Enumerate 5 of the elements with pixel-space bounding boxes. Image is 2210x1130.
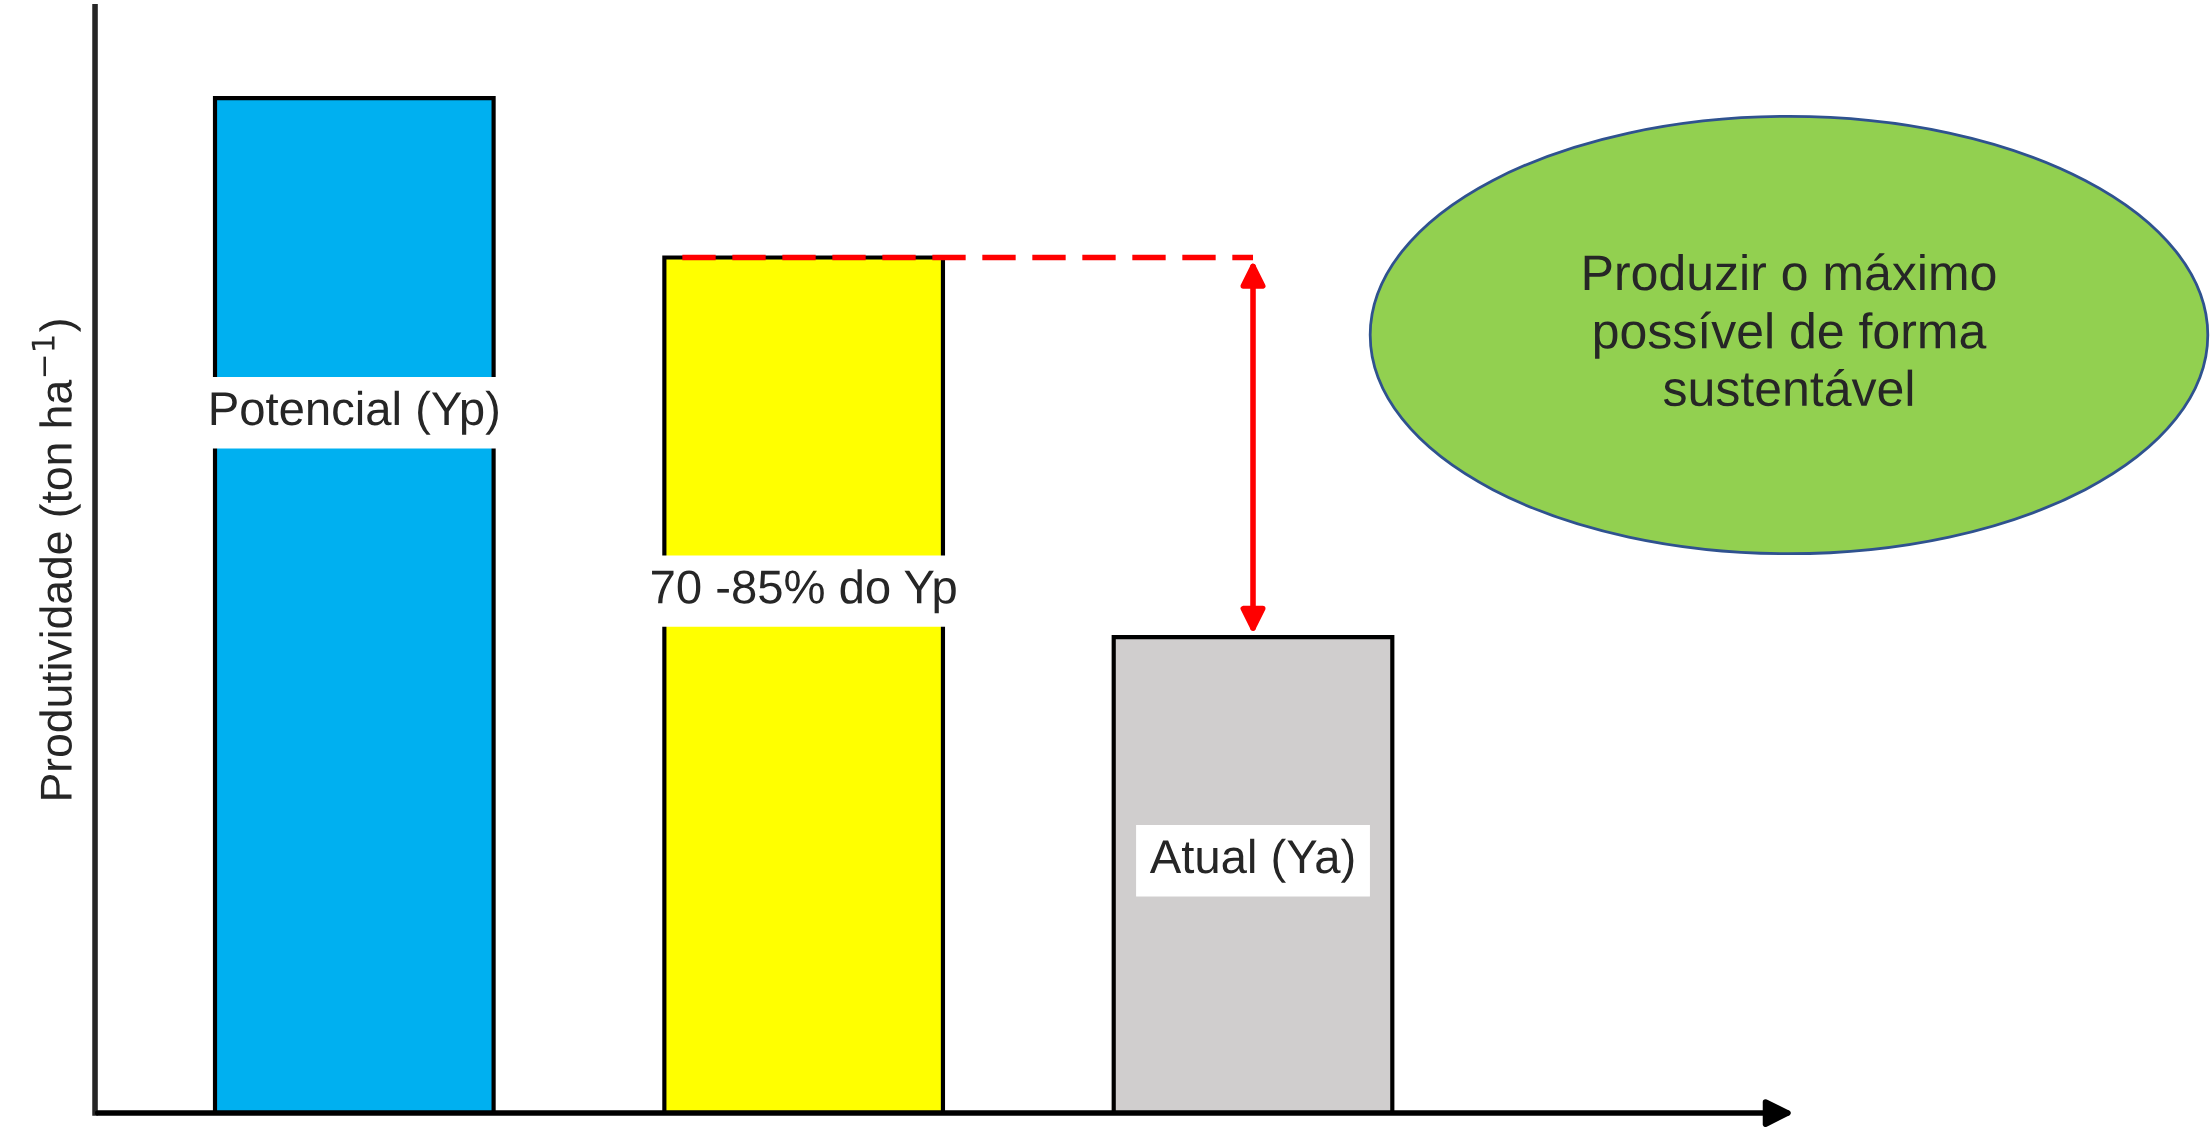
annotation: Potencial (Yp) [211, 390, 498, 435]
text: Produzir o máximo possível de forma sustentável [1584, 253, 1996, 407]
annotation: 70 -85% do Yp [652, 569, 956, 614]
annotation: Atual (Ya) [1149, 838, 1354, 883]
y-axis-title: Produtividade (ton ha$^{−1}$) [31, 320, 81, 799]
